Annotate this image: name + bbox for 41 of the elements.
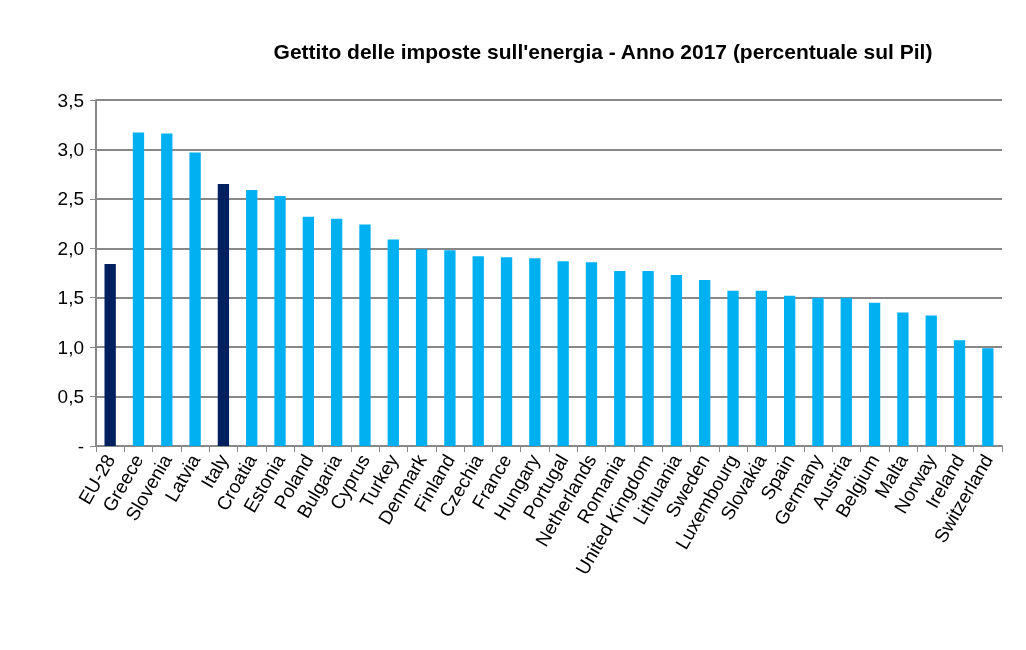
bar [217, 184, 230, 446]
bar [529, 258, 541, 446]
bar [755, 290, 768, 446]
bar [500, 257, 513, 446]
bar [189, 152, 201, 446]
bar [246, 189, 258, 446]
bar [840, 297, 852, 446]
bar [359, 224, 371, 446]
bar [953, 340, 966, 446]
bar [161, 133, 173, 446]
bar [387, 239, 399, 446]
bar [642, 271, 654, 446]
y-tick-label: 0,5 [57, 386, 84, 408]
bar [444, 250, 456, 446]
y-tick-label: 1,0 [57, 336, 84, 358]
bar [727, 290, 739, 446]
y-tick-label: 2,0 [57, 237, 84, 259]
bar [132, 132, 145, 446]
y-tick-label: 2,5 [57, 188, 84, 210]
y-tick-label: 3,5 [57, 89, 84, 111]
bar [302, 216, 315, 446]
bar [330, 218, 343, 446]
bar [783, 295, 796, 446]
bar [868, 302, 881, 446]
bar [897, 312, 909, 446]
bar [670, 274, 683, 446]
y-tick-label: 1,5 [57, 287, 84, 309]
bar [614, 271, 626, 446]
bar [472, 256, 484, 446]
bar [925, 315, 937, 446]
bar [982, 348, 994, 446]
bar [699, 279, 711, 446]
bar [415, 249, 428, 446]
y-tick-label: - [77, 435, 84, 457]
bar [585, 262, 598, 446]
bar [812, 297, 824, 446]
bar [104, 264, 116, 446]
bar [274, 195, 286, 446]
bar [557, 261, 569, 446]
y-tick-label: 3,0 [57, 138, 84, 160]
chart-title: Gettito delle imposte sull'energia - Anno 2017 (percentuale sul Pil) [273, 40, 933, 63]
